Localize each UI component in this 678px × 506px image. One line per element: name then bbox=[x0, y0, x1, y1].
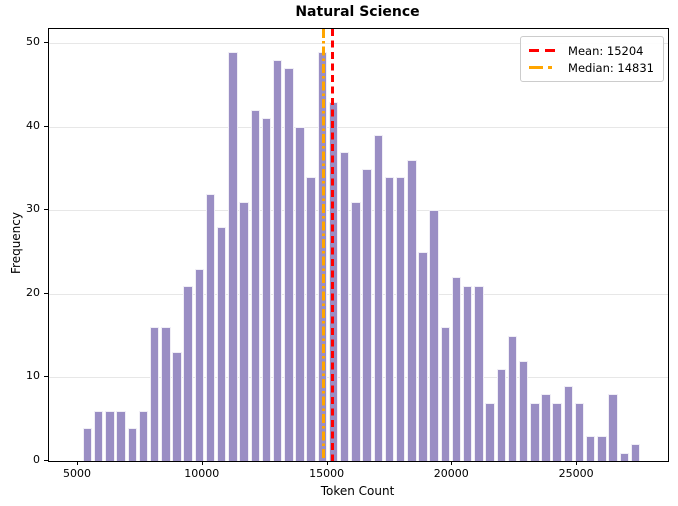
histogram-bar bbox=[351, 202, 361, 461]
median-dashdot-line-icon bbox=[529, 66, 560, 69]
x-tick-label: 20000 bbox=[433, 467, 469, 480]
histogram-bar bbox=[619, 452, 630, 461]
histogram-bar bbox=[395, 176, 406, 461]
gridline-y50 bbox=[49, 43, 668, 45]
y-tick-mark bbox=[44, 42, 48, 44]
legend-item-mean: Mean: 15204 bbox=[529, 42, 654, 59]
histogram-bar bbox=[496, 369, 507, 461]
histogram-bar bbox=[429, 210, 439, 461]
histogram-bar bbox=[518, 360, 529, 461]
x-axis-label: Token Count bbox=[320, 484, 395, 498]
histogram-bar bbox=[116, 410, 126, 461]
histogram-bar bbox=[261, 118, 272, 461]
histogram-bar bbox=[585, 435, 596, 461]
y-tick-mark bbox=[44, 125, 48, 127]
histogram-bar bbox=[105, 410, 115, 461]
histogram-bar bbox=[597, 435, 607, 461]
median-line bbox=[321, 29, 325, 461]
histogram-bar bbox=[485, 402, 495, 461]
y-tick-label: 30 bbox=[26, 202, 40, 216]
histogram-bar bbox=[205, 193, 216, 461]
legend-item-median: Median: 14831 bbox=[529, 59, 654, 76]
legend-label-mean: Mean: 15204 bbox=[568, 43, 644, 58]
histogram-bar bbox=[373, 135, 384, 461]
histogram-bar bbox=[183, 285, 193, 461]
x-tick-label: 25000 bbox=[558, 467, 594, 480]
histogram-bar bbox=[474, 285, 484, 461]
histogram-bar bbox=[138, 410, 149, 461]
mean-line bbox=[331, 29, 334, 461]
y-tick-mark bbox=[44, 376, 48, 378]
histogram-bar bbox=[362, 168, 372, 461]
x-tick-mark bbox=[201, 461, 203, 465]
gridline-y40 bbox=[49, 126, 668, 128]
histogram-bar bbox=[93, 410, 104, 461]
x-tick-mark bbox=[451, 461, 453, 465]
y-tick-label: 40 bbox=[26, 118, 40, 132]
histogram-bar bbox=[250, 110, 261, 461]
histogram-bar bbox=[608, 394, 618, 461]
x-tick-mark bbox=[77, 461, 78, 465]
histogram-bar bbox=[541, 394, 551, 461]
y-tick-label: 10 bbox=[26, 369, 40, 383]
x-tick-mark bbox=[576, 461, 578, 465]
histogram-bar bbox=[552, 402, 562, 461]
histogram-bar bbox=[149, 327, 160, 461]
histogram-bar bbox=[462, 285, 473, 461]
y-tick-label: 0 bbox=[33, 453, 40, 466]
histogram-bar bbox=[194, 268, 205, 461]
x-tick-label: 15000 bbox=[309, 467, 345, 480]
histogram-bar bbox=[574, 402, 585, 461]
histogram-bar bbox=[216, 227, 227, 461]
histogram-bar bbox=[507, 335, 518, 461]
histogram-bar bbox=[228, 51, 238, 461]
x-tick-label: 5000 bbox=[63, 467, 91, 480]
legend: Mean: 15204 Median: 14831 bbox=[520, 36, 664, 82]
histogram-bar bbox=[127, 427, 138, 461]
histogram-bar bbox=[172, 352, 182, 461]
histogram-bar bbox=[418, 252, 428, 461]
plot-area: Mean: 15204 Median: 14831 bbox=[48, 28, 669, 462]
mean-dashed-line-icon bbox=[529, 49, 560, 52]
x-tick-mark bbox=[326, 461, 328, 465]
histogram-bar bbox=[295, 126, 305, 461]
y-tick-label: 50 bbox=[26, 35, 40, 49]
y-tick-mark bbox=[44, 460, 48, 461]
histogram-bar bbox=[563, 385, 574, 461]
histogram-bar bbox=[239, 202, 249, 461]
histogram-bar bbox=[339, 151, 350, 461]
histogram-bar bbox=[306, 176, 316, 461]
histogram-bar bbox=[630, 444, 641, 461]
histogram-bar bbox=[384, 176, 395, 461]
y-tick-mark bbox=[44, 292, 48, 294]
x-tick-label: 10000 bbox=[184, 467, 220, 480]
histogram-bar bbox=[82, 427, 93, 461]
histogram-bar bbox=[161, 327, 171, 461]
histogram-bar bbox=[530, 402, 540, 461]
histogram-bar bbox=[440, 327, 451, 461]
y-tick-mark bbox=[44, 209, 48, 211]
histogram-bar bbox=[407, 160, 417, 461]
histogram-bar bbox=[284, 68, 294, 461]
histogram-bar bbox=[451, 277, 462, 461]
histogram-bar bbox=[272, 59, 283, 461]
legend-label-median: Median: 14831 bbox=[568, 60, 654, 75]
y-tick-label: 20 bbox=[26, 285, 40, 299]
chart-title: Natural Science bbox=[295, 4, 420, 20]
